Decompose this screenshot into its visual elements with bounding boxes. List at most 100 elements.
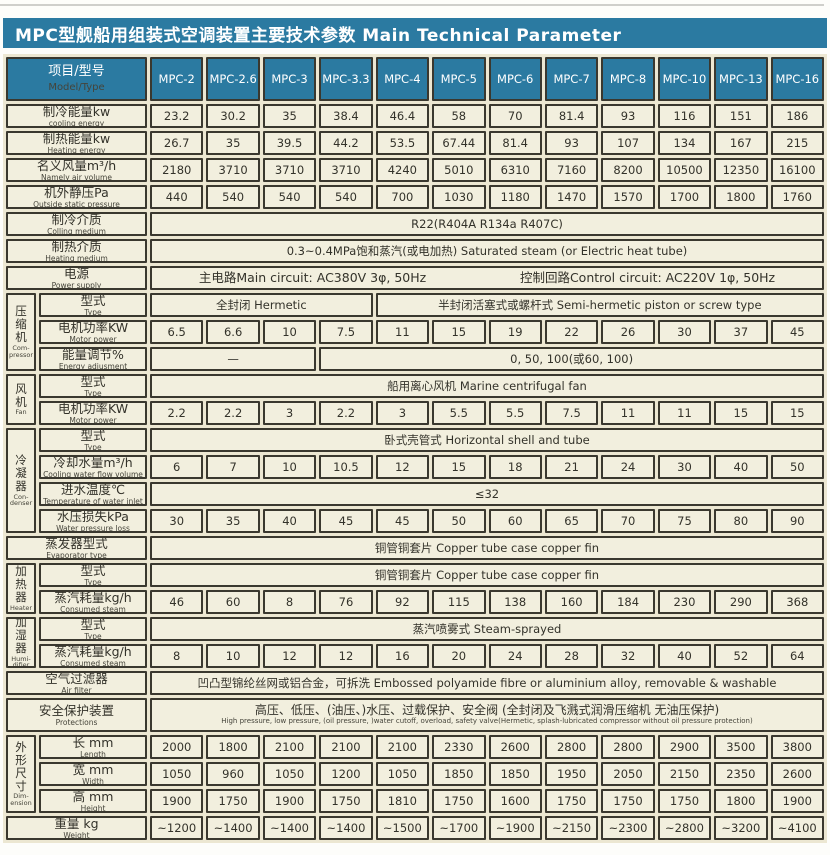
span-cell: 卧式壳管式 Horizontal shell and tube: [150, 428, 824, 452]
value: 1050: [162, 766, 192, 781]
span-text: —: [227, 351, 239, 366]
value: 2800: [556, 739, 587, 754]
value: 26.7: [163, 135, 190, 150]
model-name: MPC-6: [497, 71, 534, 86]
span-text: 船用离心风机 Marine centrifugal fan: [387, 378, 587, 393]
value: 215: [786, 135, 809, 150]
value-cell: 22: [544, 320, 599, 344]
value-cell: 65: [544, 509, 599, 533]
model-column-header: MPC-4: [375, 57, 430, 101]
value: 80: [733, 513, 749, 528]
value-cell: 10: [262, 320, 317, 344]
value: 76: [338, 594, 354, 609]
value-cell: 5.5: [432, 401, 486, 425]
title-bar: MPC型舰船用组装式空调装置主要技术参数 Main Technical Para…: [3, 18, 827, 48]
value-cell: 960: [206, 762, 260, 786]
value-cell: 1800: [206, 735, 260, 759]
value: 3800: [782, 739, 812, 754]
value-cell: 80: [714, 509, 768, 533]
value-cell: 3710: [262, 158, 317, 182]
value: 12: [395, 459, 410, 474]
value: 1200: [331, 766, 361, 781]
value: 368: [786, 594, 809, 609]
value-cell: 12: [262, 644, 317, 668]
page: { "title": "MPC型舰船用组装式空调装置主要技术参数 Main Te…: [0, 4, 830, 855]
model-column-header: MPC-3: [262, 57, 317, 101]
value-cell: 3800: [770, 735, 824, 759]
value-cell: 45: [319, 509, 373, 533]
value-cell: 6: [150, 455, 204, 479]
value: 2000: [162, 739, 192, 754]
value: 30: [677, 324, 692, 339]
value: 7.5: [562, 405, 581, 420]
row-label-en: Energy adjusment: [58, 361, 128, 371]
value-cell: 1750: [544, 789, 599, 813]
value-cell: 2100: [262, 735, 317, 759]
value-cell: 30: [150, 509, 204, 533]
span-text: 0, 50, 100(或60, 100): [510, 351, 634, 366]
value: 1900: [162, 793, 192, 808]
value: ~1400: [213, 820, 253, 835]
value: 12: [282, 648, 297, 663]
value-cell: 184: [601, 590, 655, 614]
row-label-en: Consumed steam: [60, 658, 126, 668]
model-column-header: MPC-2.6: [206, 57, 260, 101]
value: 1050: [274, 766, 305, 781]
row-label-en: Protections: [55, 717, 98, 727]
value: 2600: [782, 766, 812, 781]
span-pair-cell: 主电路Main circuit: AC380V 3φ, 50Hz 控制回路Cont…: [150, 266, 824, 290]
value-cell: 18: [488, 455, 542, 479]
value-cell: 12: [319, 644, 373, 668]
span-cell: 0.3~0.4MPa饱和蒸汽(或电加热) Saturated steam (or…: [150, 239, 824, 263]
span-cell: 铜管铜套片 Copper tube case copper fin: [150, 536, 824, 560]
value-cell: 2800: [544, 735, 599, 759]
span-text: 全封闭 Hermetic: [215, 297, 307, 312]
value-cell: 1600: [488, 789, 542, 813]
value: 1800: [726, 793, 756, 808]
value-cell: 38.4: [319, 104, 373, 128]
value: ~1500: [382, 820, 422, 835]
value-cell: 1900: [150, 789, 204, 813]
span-cell: 0, 50, 100(或60, 100): [319, 347, 824, 371]
value-cell: 45: [375, 509, 430, 533]
value: 7160: [556, 162, 587, 177]
value-cell: 186: [770, 104, 824, 128]
value-cell: 2800: [601, 735, 655, 759]
value-cell: 35: [262, 104, 317, 128]
row-label-zh: 蒸发器型式: [45, 536, 108, 551]
span-text: 蒸汽喷雾式 Steam-sprayed: [412, 621, 562, 636]
span-cell: 凹凸型锦纶丝网或铝合金，可拆洗 Embossed polyamide fibre…: [150, 671, 824, 695]
value-cell: 700: [375, 185, 430, 209]
value-cell: 64: [770, 644, 824, 668]
value: 186: [786, 108, 809, 123]
value-cell: 46.4: [375, 104, 430, 128]
value: ~2150: [552, 820, 592, 835]
group-label-zh: 加 热 器: [15, 564, 27, 605]
value-cell: 3: [375, 401, 430, 425]
row-label-en: Cooling water flow volume: [43, 469, 143, 479]
span-text: R22(R404A R134a R407C): [411, 216, 563, 231]
value-cell: 21: [544, 455, 599, 479]
row-label: 空气过滤器 Air filter: [6, 671, 147, 695]
value: 2100: [274, 739, 305, 754]
value-cell: 7: [206, 455, 260, 479]
row-label: 电机功率KW Motor power: [39, 401, 147, 425]
value-cell: ~1700: [432, 816, 486, 840]
value-cell: 1750: [432, 789, 486, 813]
value-cell: 1700: [657, 185, 712, 209]
value: 18: [507, 459, 523, 474]
value: 8: [285, 594, 294, 609]
value-cell: 81.4: [544, 104, 599, 128]
value-cell: 440: [150, 185, 204, 209]
row-label: 型式 Type: [39, 617, 147, 641]
value-cell: 60: [488, 509, 542, 533]
value: ~2300: [608, 820, 648, 835]
value-cell: 2600: [770, 762, 824, 786]
value: 10: [282, 324, 297, 339]
value: 7.5: [336, 324, 356, 339]
row-label: 制冷介质 Colling medium: [6, 212, 147, 236]
model-name: MPC-10: [662, 71, 707, 86]
value: 1750: [331, 793, 361, 808]
value: 45: [789, 324, 805, 339]
value-cell: 10: [206, 644, 260, 668]
